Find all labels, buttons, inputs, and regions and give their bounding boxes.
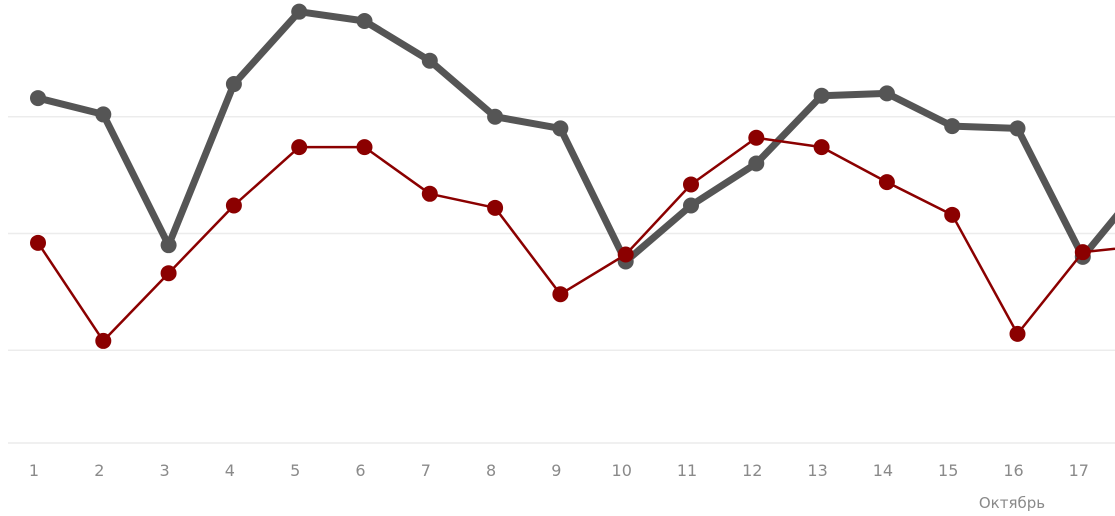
series-1-point-4 bbox=[225, 76, 242, 93]
x-tick-label-3: 3 bbox=[160, 461, 170, 480]
series-2-point-10 bbox=[617, 246, 634, 263]
series-2-point-13 bbox=[813, 139, 830, 156]
x-tick-label-10: 10 bbox=[612, 461, 632, 480]
series-1-point-11 bbox=[683, 197, 699, 214]
series-1 bbox=[30, 3, 1115, 270]
series-2-point-15 bbox=[944, 206, 961, 223]
series-1-point-8 bbox=[487, 108, 504, 125]
x-tick-label-7: 7 bbox=[421, 461, 431, 480]
x-tick-label-5: 5 bbox=[290, 461, 300, 480]
x-tick-label-1: 1 bbox=[29, 461, 39, 480]
x-tick-label-8: 8 bbox=[486, 461, 496, 480]
x-tick-label-15: 15 bbox=[938, 461, 958, 480]
series-1-point-2 bbox=[95, 106, 112, 123]
x-tick-label-2: 2 bbox=[94, 461, 104, 480]
series-2-point-1 bbox=[30, 234, 46, 251]
series-2 bbox=[30, 129, 1115, 349]
x-tick-label-9: 9 bbox=[551, 461, 561, 480]
series-2-point-6 bbox=[356, 139, 373, 156]
series-2-line bbox=[36, 136, 1115, 343]
series-2-point-12 bbox=[748, 129, 765, 146]
series-2-point-4 bbox=[225, 197, 242, 214]
series-2-point-5 bbox=[291, 139, 308, 156]
x-tick-label-17: 17 bbox=[1069, 461, 1089, 480]
series-1-point-5 bbox=[291, 3, 308, 20]
series-2-point-16 bbox=[1009, 325, 1026, 342]
series-2-point-17 bbox=[1074, 244, 1091, 261]
series-2-point-3 bbox=[160, 265, 177, 282]
series-2-point-2 bbox=[95, 332, 112, 349]
month-label: Октябрь bbox=[979, 494, 1045, 512]
series-2-point-11 bbox=[683, 176, 699, 193]
x-tick-label-12: 12 bbox=[742, 461, 762, 480]
x-tick-label-14: 14 bbox=[873, 461, 893, 480]
series-1-point-6 bbox=[356, 13, 373, 30]
series-1-point-15 bbox=[944, 118, 961, 135]
series-1-point-9 bbox=[552, 120, 569, 137]
series-2-point-8 bbox=[487, 199, 504, 216]
x-axis-ticks: 1 2 3 4 5 6 7 8 9 10 11 12 13 14 15 16 17 bbox=[29, 461, 1089, 480]
series-1-point-14 bbox=[878, 85, 895, 102]
x-tick-label-16: 16 bbox=[1003, 461, 1023, 480]
gridlines bbox=[8, 116, 1115, 444]
x-tick-label-4: 4 bbox=[225, 461, 235, 480]
series-2-point-9 bbox=[552, 286, 569, 303]
series-lines bbox=[30, 3, 1115, 349]
series-1-point-13 bbox=[813, 87, 830, 104]
series-1-point-7 bbox=[421, 52, 438, 69]
series-1-point-16 bbox=[1009, 120, 1026, 137]
series-2-point-7 bbox=[421, 185, 438, 202]
series-1-point-12 bbox=[748, 155, 765, 172]
series-1-point-1 bbox=[30, 90, 46, 107]
series-2-point-14 bbox=[878, 174, 895, 191]
x-tick-label-6: 6 bbox=[355, 461, 365, 480]
x-tick-label-11: 11 bbox=[677, 461, 697, 480]
series-1-line bbox=[34, 8, 1115, 266]
x-tick-label-13: 13 bbox=[807, 461, 827, 480]
series-1-point-3 bbox=[160, 237, 177, 254]
